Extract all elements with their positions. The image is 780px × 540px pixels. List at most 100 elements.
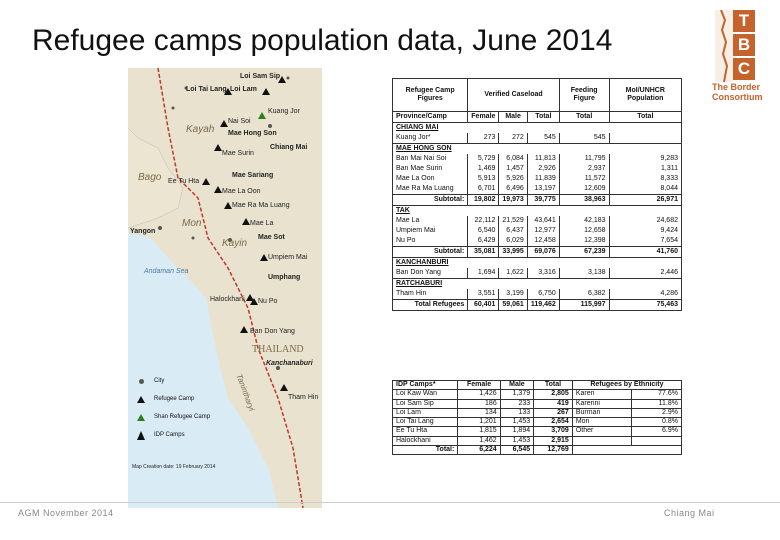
camp-female: 5,913 <box>467 174 500 184</box>
mountain-icon <box>137 430 145 440</box>
camp-feeding: 6,382 <box>558 289 610 300</box>
triangle-icon <box>137 395 145 403</box>
idp-total: 2,654 <box>533 417 573 428</box>
map-label-umphang: Umphang <box>268 274 301 281</box>
subtotal-feeding: 38,963 <box>558 194 610 206</box>
ethnicity-name <box>571 435 632 447</box>
ethnicity-name: Burman <box>571 407 632 419</box>
idp-camp-marker <box>224 88 232 95</box>
table-row: Ban Don Yang 1,694 1,622 3,316 3,138 2,446 <box>391 268 683 279</box>
legend-shan-camp-label: Shan Refugee Camp <box>154 414 211 420</box>
ethnicity-pct: 11.8% <box>630 398 683 409</box>
camp-name: Kuang Jor* <box>391 133 469 144</box>
ethnicity-name: Mon <box>571 417 632 428</box>
camp-male: 5,926 <box>498 174 528 184</box>
camp-feeding: 3,138 <box>558 268 610 279</box>
camp-feeding: 545 <box>558 133 610 144</box>
idp-camp-marker <box>246 294 254 301</box>
province-name: MAE HONG SON <box>392 143 682 154</box>
map-label-halockhani: Halockhani <box>210 296 245 303</box>
idp-table-row: Loi Kaw Wan 1,426 1,379 2,805 Karen 77.6% <box>391 389 683 400</box>
subtotal-total: 39,775 <box>526 194 560 206</box>
table-row: Nu Po 6,429 6,029 12,458 12,398 7,654 <box>391 236 683 247</box>
map-label-mae-sot: Mae Sot <box>258 234 285 241</box>
map-label-loi-tai-lang: Loi Tai Lang <box>186 86 227 93</box>
total-feeding: 115,997 <box>558 299 610 311</box>
idp-header-ethnicity: Refugees by Ethnicity <box>571 379 683 391</box>
camp-male: 6,496 <box>498 184 528 195</box>
map-label-kanchanaburi: Kanchanaburi <box>266 360 313 367</box>
total-total: 119,462 <box>526 299 560 311</box>
idp-camp-name: Loi Tai Lang <box>391 417 459 428</box>
idp-table-row: Loi Tai Lang 1,201 1,453 2,654 Mon 0.8% <box>391 417 683 428</box>
camp-name: Mae La <box>391 216 469 226</box>
table-row: Tham Hin 3,551 3,199 6,750 6,382 4,286 <box>391 289 683 300</box>
camp-name: Ban Mai Nai Soi <box>391 154 469 164</box>
ethnicity-pct: 6.9% <box>630 426 683 437</box>
table-row: Umpiem Mai 6,540 6,437 12,977 12,658 9,424 <box>391 226 683 236</box>
camp-feeding: 12,609 <box>558 184 610 195</box>
refugee-table-body: CHIANG MAI Kuang Jor* 273 272 545 545 MAE HONG… <box>391 122 683 311</box>
total-female: 60,401 <box>467 299 500 311</box>
camp-female: 1,469 <box>467 164 500 174</box>
ethnicity-pct <box>630 435 683 447</box>
idp-header-male: Male <box>499 379 535 391</box>
green-triangle-icon <box>137 413 145 421</box>
header-verified-caseload: Verified Caseload <box>467 78 560 112</box>
map-label-mae-la-oon: Mae La Oon <box>222 188 261 195</box>
camp-feeding: 2,937 <box>558 164 610 174</box>
idp-female: 134 <box>457 407 501 419</box>
logo-letter-c: C <box>733 58 755 80</box>
legend-refugee-camp: Refugee Camp <box>134 390 244 408</box>
idp-table-body: Loi Kaw Wan 1,426 1,379 2,805 Karen 77.6% Loi … <box>391 389 683 456</box>
idp-total-male: 6,545 <box>499 445 535 456</box>
camp-total: 6,750 <box>526 289 560 300</box>
refugee-camp-marker <box>240 326 248 333</box>
idp-female: 186 <box>457 398 501 409</box>
province-name: KANCHANBURI <box>392 257 682 268</box>
camp-total: 13,197 <box>526 184 560 195</box>
camp-female: 3,551 <box>467 289 500 300</box>
map-label-ban-don-yang: Ban Don Yang <box>250 328 295 335</box>
map-label-andaman-sea: Andaman Sea <box>144 268 189 275</box>
camp-female: 6,540 <box>467 226 500 236</box>
camp-total: 12,977 <box>526 226 560 236</box>
camp-feeding: 11,795 <box>558 154 610 164</box>
idp-camp-marker <box>262 88 270 95</box>
map-label-kayin: Kayin <box>222 238 248 249</box>
camp-name: Mae Ra Ma Luang <box>391 184 469 195</box>
refugee-camp-marker <box>250 298 258 305</box>
header-female: Female <box>467 111 500 123</box>
province-name: TAK <box>392 205 682 216</box>
refugee-camp-marker <box>214 186 222 193</box>
slide-title: Refugee camps population data, June 2014 <box>32 24 613 57</box>
table-row: Kuang Jor* 273 272 545 545 <box>391 133 683 144</box>
refugee-camp-marker <box>220 120 228 127</box>
idp-total: 267 <box>533 407 573 419</box>
camp-female: 1,694 <box>467 268 500 279</box>
legend-idp-camp-label: IDP Camps <box>154 432 185 438</box>
ethnicity-name: Karen <box>571 389 632 400</box>
camp-female: 22,112 <box>467 216 500 226</box>
footer-left: AGM November 2014 <box>18 508 114 518</box>
footer-divider <box>0 502 780 503</box>
ethnicity-pct: 0.8% <box>630 417 683 428</box>
province-row: RATCHABURI <box>392 278 682 289</box>
total-label: Total Refugees <box>391 299 469 311</box>
idp-total: 419 <box>533 398 573 409</box>
camp-male: 272 <box>498 133 528 144</box>
idp-table-row: Loi Sam Sip 186 233 419 Karenni 11.8% <box>391 398 683 409</box>
province-row: MAE HONG SON <box>392 143 682 154</box>
map-label-loi-lam: Loi Lam <box>230 86 257 93</box>
camp-feeding: 42,183 <box>558 216 610 226</box>
camp-male: 1,457 <box>498 164 528 174</box>
camp-name: Nu Po <box>391 236 469 247</box>
camp-moi: 9,424 <box>608 226 683 236</box>
camp-name: Umpiem Mai <box>391 226 469 236</box>
idp-table-row: Loi Lam 134 133 267 Burman 2.9% <box>391 407 683 419</box>
camp-female: 273 <box>467 133 500 144</box>
idp-female: 1,201 <box>457 417 501 428</box>
idp-male: 1,453 <box>499 417 535 428</box>
subtotal-female: 35,081 <box>467 246 500 258</box>
camp-male: 1,622 <box>498 268 528 279</box>
